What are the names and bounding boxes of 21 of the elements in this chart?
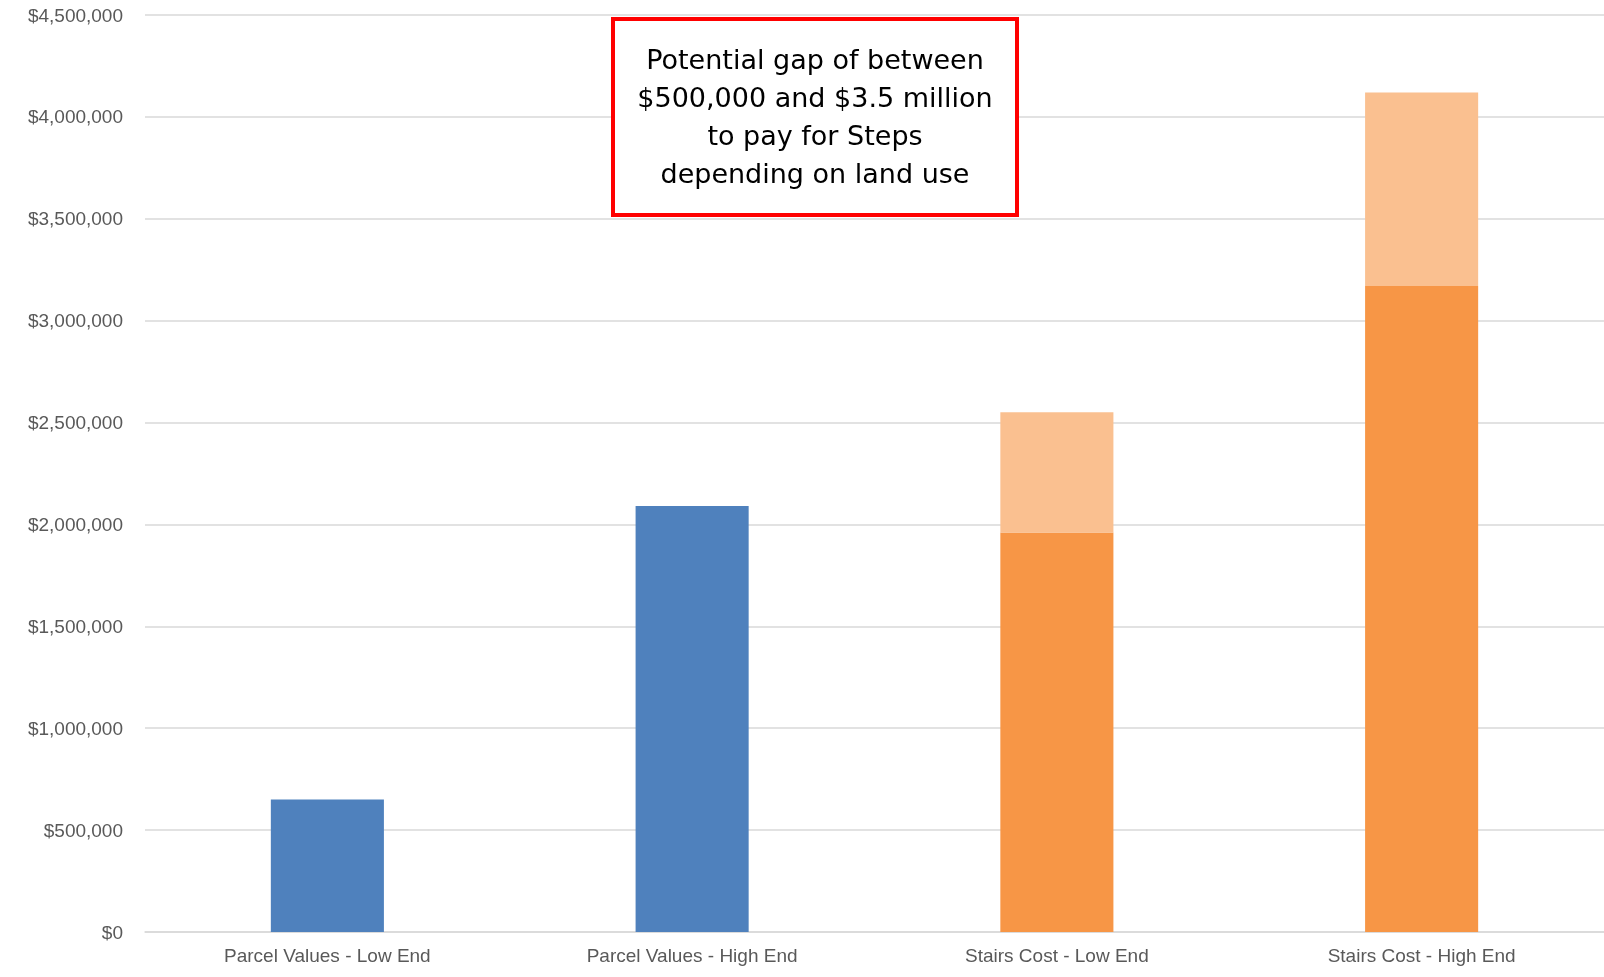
bar — [1365, 286, 1479, 932]
y-tick-label: $2,000,000 — [27, 513, 123, 535]
y-tick-label: $4,000,000 — [27, 106, 123, 128]
bar — [1000, 532, 1114, 932]
y-tick-label: $4,500,000 — [27, 4, 123, 26]
x-tick-label: Stairs Cost - Low End — [965, 945, 1149, 966]
x-tick-label: Parcel Values - Low End — [224, 945, 431, 966]
y-tick-label: $500,000 — [43, 819, 123, 841]
y-tick-label: $0 — [101, 921, 123, 943]
bar — [1000, 412, 1114, 533]
y-tick-label: $3,000,000 — [27, 310, 123, 332]
bar — [1365, 92, 1479, 287]
x-tick-label: Stairs Cost - High End — [1327, 945, 1516, 966]
bar — [270, 799, 384, 932]
callout-box: Potential gap of between $500,000 and $3.5 million to pay for Steps depending on land use — [611, 17, 1019, 217]
y-tick-label: $3,500,000 — [27, 208, 123, 230]
y-tick-label: $2,500,000 — [27, 412, 123, 434]
y-tick-label: $1,500,000 — [27, 615, 123, 637]
x-tick-label: Parcel Values - High End — [586, 945, 798, 966]
y-tick-label: $1,000,000 — [27, 717, 123, 739]
bar — [635, 506, 749, 932]
